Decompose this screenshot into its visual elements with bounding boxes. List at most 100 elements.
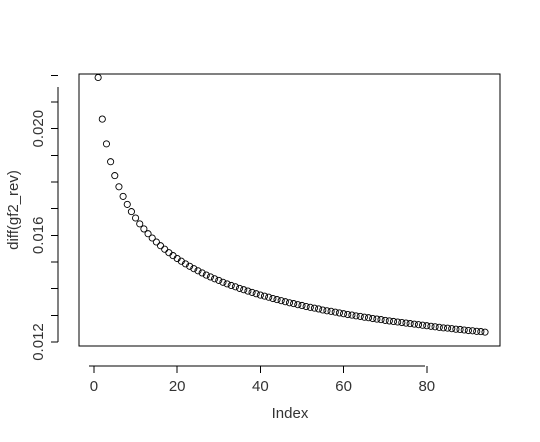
data-point xyxy=(410,320,418,328)
data-points xyxy=(94,73,489,336)
data-point xyxy=(144,230,152,238)
data-point xyxy=(227,281,235,290)
data-point xyxy=(439,324,447,332)
data-point xyxy=(132,214,140,222)
data-point xyxy=(156,242,165,250)
x-axis-title: Index xyxy=(272,405,309,422)
data-point xyxy=(119,192,127,200)
data-point xyxy=(248,288,256,296)
x-tick-label: 60 xyxy=(335,378,352,395)
data-point xyxy=(473,327,481,335)
data-point xyxy=(115,183,123,191)
data-point xyxy=(219,278,227,286)
data-point xyxy=(331,308,339,316)
data-point xyxy=(215,276,223,284)
data-point xyxy=(364,314,373,322)
data-point xyxy=(452,325,460,333)
data-point xyxy=(385,317,393,325)
data-point xyxy=(448,325,456,333)
data-point xyxy=(265,293,273,301)
data-point xyxy=(340,310,348,318)
data-point xyxy=(323,307,331,315)
data-point xyxy=(102,140,111,148)
data-point xyxy=(194,267,202,275)
data-point xyxy=(148,234,156,242)
data-point xyxy=(419,321,427,329)
data-point xyxy=(427,322,435,330)
data-point xyxy=(369,314,377,323)
data-point xyxy=(352,312,360,320)
data-point xyxy=(306,303,314,311)
data-point xyxy=(460,326,468,334)
data-point xyxy=(319,306,327,314)
data-point xyxy=(107,158,115,166)
data-point xyxy=(423,322,431,330)
y-axis-title: diff(gf2_rev) xyxy=(5,170,22,250)
data-point xyxy=(260,292,269,300)
x-ticks: 0 20 40 60 80 xyxy=(90,366,435,395)
data-point xyxy=(444,324,452,332)
plot-frame xyxy=(78,73,501,347)
data-point xyxy=(373,315,381,323)
data-point xyxy=(277,297,285,305)
data-point xyxy=(269,294,277,303)
data-point xyxy=(315,305,323,313)
data-point xyxy=(198,269,206,277)
data-point xyxy=(327,307,335,315)
data-point xyxy=(152,238,160,246)
data-point xyxy=(464,326,472,335)
data-point xyxy=(310,304,319,312)
data-point xyxy=(98,115,106,123)
data-point xyxy=(356,312,364,320)
x-tick-label: 0 xyxy=(90,378,98,395)
data-point xyxy=(414,321,423,329)
data-point xyxy=(481,328,489,336)
data-point xyxy=(127,208,135,216)
data-point xyxy=(186,262,194,270)
data-point xyxy=(273,296,281,304)
data-point xyxy=(202,271,210,279)
data-point xyxy=(211,275,219,283)
data-point xyxy=(360,313,368,321)
data-point xyxy=(344,310,352,319)
data-point xyxy=(477,328,485,336)
y-tick-label: 0.012 xyxy=(30,323,47,361)
y-tick-label: 0.020 xyxy=(30,110,47,148)
data-point xyxy=(398,318,406,327)
data-point xyxy=(302,302,310,311)
data-point xyxy=(294,301,302,309)
data-point xyxy=(394,318,402,326)
data-point xyxy=(435,323,443,331)
data-point xyxy=(389,317,398,326)
data-point xyxy=(111,172,119,180)
data-point xyxy=(431,323,439,331)
data-point xyxy=(94,73,102,82)
x-tick-label: 80 xyxy=(418,378,435,395)
data-point xyxy=(140,225,148,233)
data-point xyxy=(252,290,260,298)
data-point xyxy=(240,286,248,294)
data-point xyxy=(244,287,252,295)
data-point xyxy=(298,301,306,310)
data-point xyxy=(256,291,264,299)
data-point xyxy=(402,319,410,327)
data-point xyxy=(223,280,231,288)
data-point xyxy=(285,299,294,307)
data-point xyxy=(377,316,385,324)
data-point xyxy=(335,309,343,317)
data-point xyxy=(161,245,169,253)
data-point xyxy=(406,320,414,328)
data-point xyxy=(456,325,464,334)
data-point xyxy=(206,273,215,281)
data-point xyxy=(468,327,477,335)
x-tick-label: 40 xyxy=(252,378,269,395)
data-point xyxy=(290,300,298,308)
data-point xyxy=(348,311,356,319)
data-point xyxy=(136,220,144,228)
data-point xyxy=(231,283,239,291)
data-point xyxy=(181,260,190,268)
data-point xyxy=(236,284,244,292)
data-point xyxy=(281,298,289,306)
